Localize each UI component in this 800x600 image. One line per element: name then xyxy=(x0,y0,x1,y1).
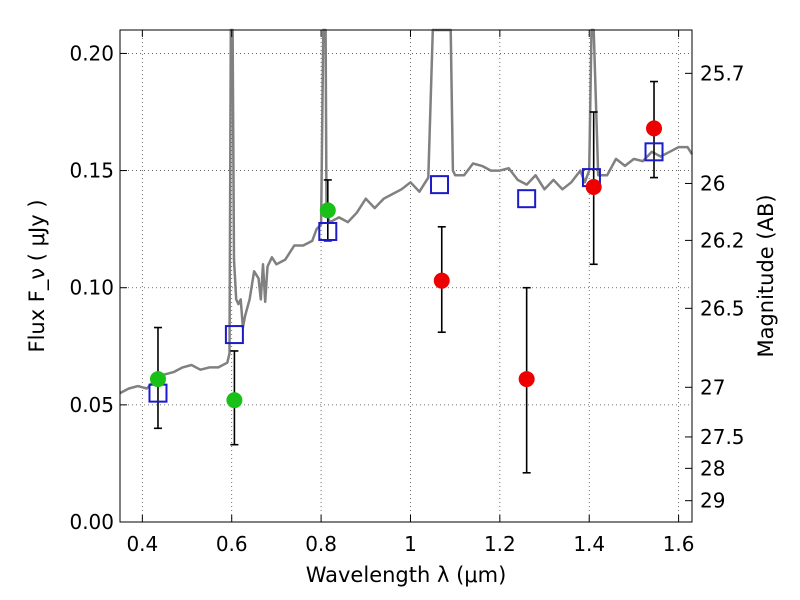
x-tick-label: 0.8 xyxy=(305,532,337,556)
model-square xyxy=(644,142,664,162)
x-tick-label: 1.6 xyxy=(663,532,695,556)
y-tick-label: 0.00 xyxy=(69,510,114,534)
y-tick-label: 0.15 xyxy=(69,159,114,183)
x-tick-label: 1 xyxy=(404,532,417,556)
right-axis-label: Magnitude (AB) xyxy=(754,194,778,357)
magnitude-tick-labels: 25.7 26 26.2 26.5 27 27.5 28 29 xyxy=(700,61,745,512)
magnitude-tick-label: 29 xyxy=(700,489,725,513)
model-square xyxy=(318,221,338,241)
x-tick-label: 0.6 xyxy=(216,532,248,556)
x-tick-label: 0.4 xyxy=(126,532,158,556)
plot-area xyxy=(119,28,694,523)
x-tick-label: 1.4 xyxy=(573,532,605,556)
y-tick-label: 0.05 xyxy=(69,393,114,417)
magnitude-tick-label: 27.5 xyxy=(700,425,745,449)
photometry-point xyxy=(433,272,450,289)
magnitude-tick-label: 26.2 xyxy=(700,228,745,252)
model-square xyxy=(517,189,537,209)
tick-marks xyxy=(120,30,692,523)
photometry-point xyxy=(226,392,243,409)
x-tick-labels: 0.4 0.6 0.8 1 1.2 1.4 1.6 xyxy=(126,532,694,556)
y-tick-label: 0.10 xyxy=(69,276,114,300)
photometry-point xyxy=(646,120,663,137)
magnitude-tick-label: 27 xyxy=(700,375,725,399)
y-axis-label: Flux F_ν ( μJy ) xyxy=(25,199,50,352)
magnitude-tick-label: 26.5 xyxy=(700,296,745,320)
photometry-point xyxy=(149,371,166,388)
model-square xyxy=(224,325,244,345)
y-tick-label: 0.20 xyxy=(69,41,114,65)
model-square xyxy=(430,175,450,195)
grid-lines xyxy=(120,30,692,523)
magnitude-tick-label: 25.7 xyxy=(700,61,745,85)
spectrum-polyline xyxy=(119,28,694,395)
photometry-point xyxy=(518,371,535,388)
x-tick-label: 1.2 xyxy=(484,532,516,556)
photometry-point xyxy=(319,202,336,219)
magnitude-tick-label: 28 xyxy=(700,456,725,480)
photometry-point xyxy=(585,178,602,195)
y-tick-labels: 0.00 0.05 0.10 0.15 0.20 xyxy=(69,41,114,534)
spectrum-line xyxy=(119,28,694,395)
magnitude-tick-label: 26 xyxy=(700,171,725,195)
plot-frame xyxy=(119,29,693,523)
x-axis-label: Wavelength λ (μm) xyxy=(306,563,507,587)
observed-photometry-points xyxy=(149,120,663,409)
